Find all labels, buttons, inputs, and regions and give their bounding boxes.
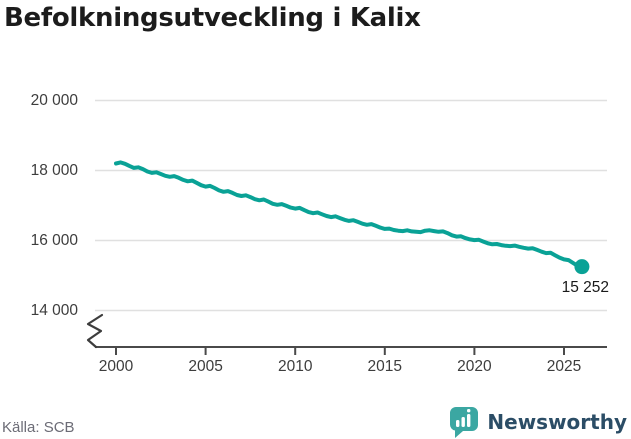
x-axis-tick-label: 2020 [457, 358, 492, 375]
x-axis-tick-label: 2000 [99, 358, 134, 375]
y-axis-tick-label: 14 000 [31, 302, 79, 319]
newsworthy-bar-chart-bubble-icon [450, 407, 479, 438]
last-value-marker [574, 259, 590, 275]
last-value-label: 15 252 [562, 279, 609, 296]
axis-break-zigzag-icon [86, 313, 104, 349]
x-axis-tick-label: 2010 [278, 358, 313, 375]
source-note: Källa: SCB [2, 419, 75, 436]
page-title: Befolkningsutveckling i Kalix [4, 3, 421, 33]
brand-logo: Newsworthy [448, 405, 627, 438]
x-axis-tick-label: 2015 [368, 358, 402, 375]
population-line-chart: 20 000 18 000 16 000 14 000 2000 2005 2010 2015… [31, 92, 609, 375]
x-axis-tick-label: 2005 [188, 358, 222, 375]
population-line-series [114, 160, 584, 269]
brand-name: Newsworthy [487, 409, 627, 434]
x-axis-tick-label: 2025 [547, 358, 581, 375]
y-axis-tick-label: 20 000 [31, 92, 79, 109]
y-axis-tick-label: 18 000 [31, 162, 79, 179]
y-axis-tick-label: 16 000 [31, 232, 79, 249]
